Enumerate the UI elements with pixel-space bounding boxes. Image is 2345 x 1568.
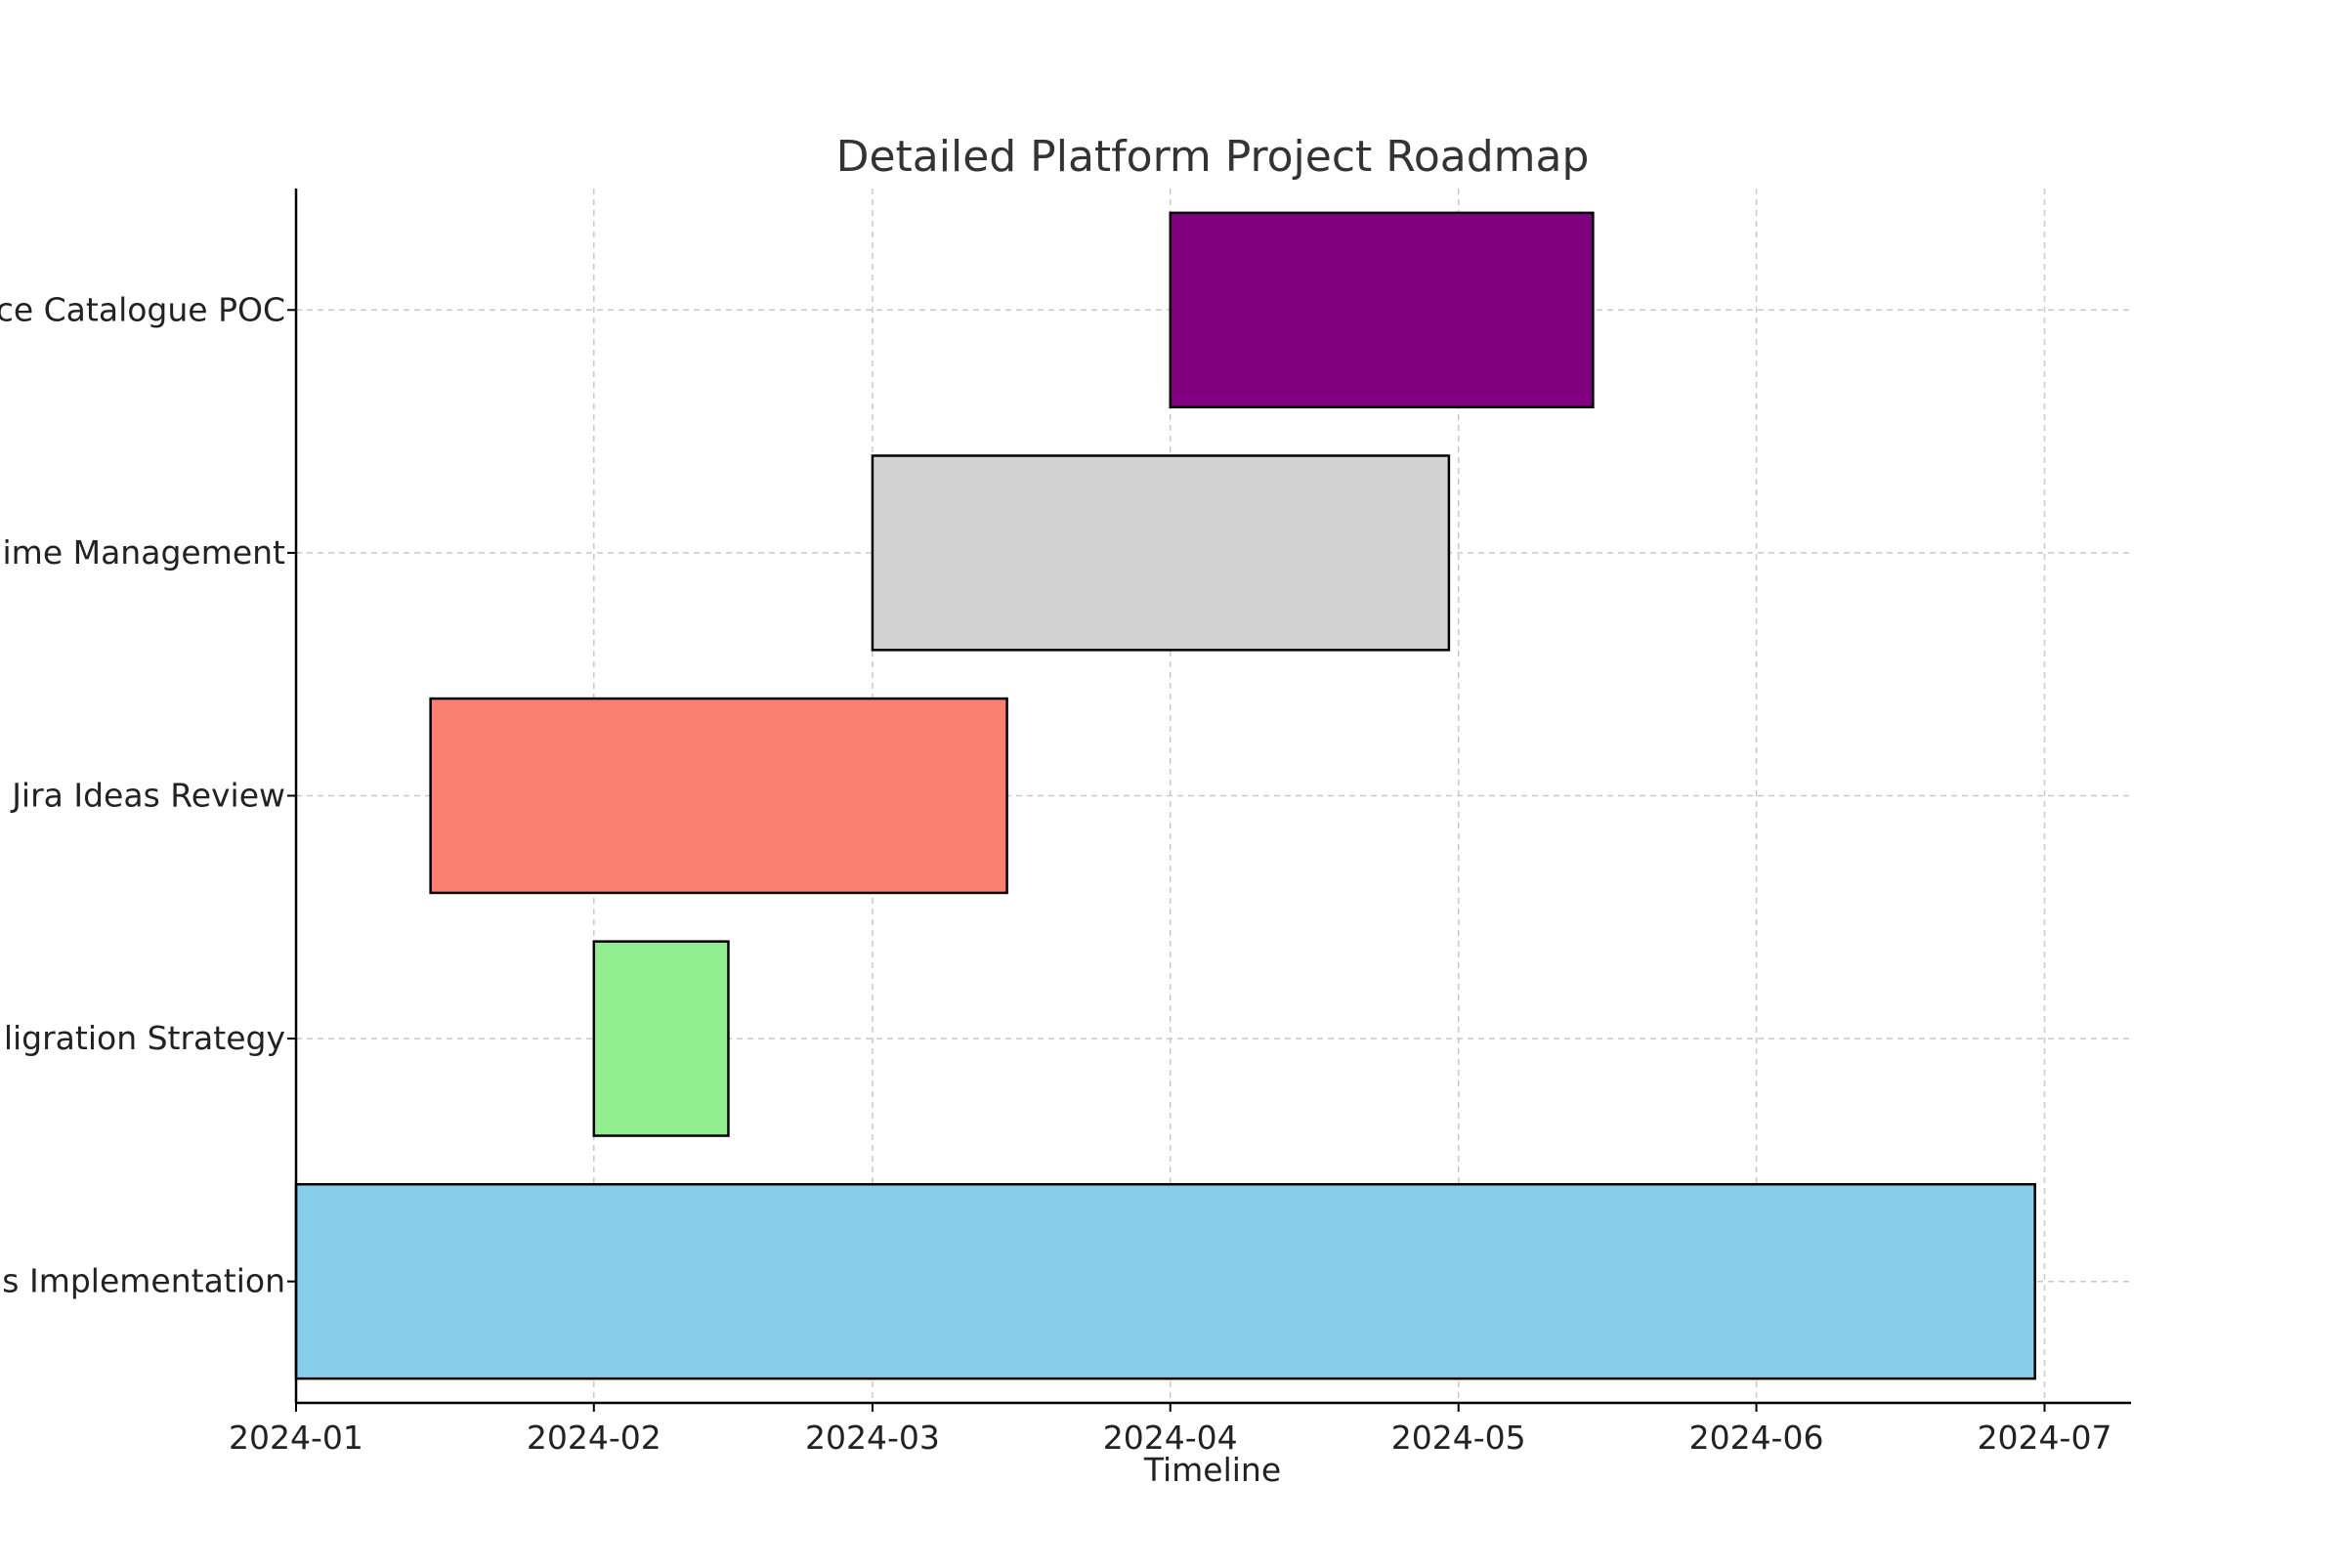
bar-layer <box>294 211 2036 1380</box>
task-label: ime Management <box>3 533 286 572</box>
task-label: s Implementation <box>2 1262 285 1300</box>
task-bar <box>592 940 730 1137</box>
chart-title: Detailed Platform Project Roadmap <box>836 132 1590 182</box>
x-tick-label: 2024-03 <box>805 1419 940 1457</box>
task-bar <box>294 1183 2036 1380</box>
x-tick-label: 2024-02 <box>527 1419 661 1457</box>
task-label: Jira Ideas Review <box>10 777 285 815</box>
task-bar <box>871 454 1451 652</box>
x-tick-label: 2024-05 <box>1391 1419 1526 1457</box>
x-tick-label: 2024-01 <box>229 1419 363 1457</box>
x-axis-title: Timeline <box>1143 1451 1281 1489</box>
x-tick-label: 2024-07 <box>1978 1419 2112 1457</box>
task-bar <box>1169 211 1595 408</box>
task-label: ce Catalogue POC <box>0 290 285 328</box>
task-label: ligration Strategy <box>4 1019 285 1057</box>
task-bar <box>429 697 1008 895</box>
x-tick-label: 2024-04 <box>1103 1419 1238 1457</box>
x-tick-label: 2024-06 <box>1689 1419 1824 1457</box>
label-layer: 2024-01 2024-02 2024-03 2024-04 2024-05 2024-… <box>0 290 2111 1457</box>
